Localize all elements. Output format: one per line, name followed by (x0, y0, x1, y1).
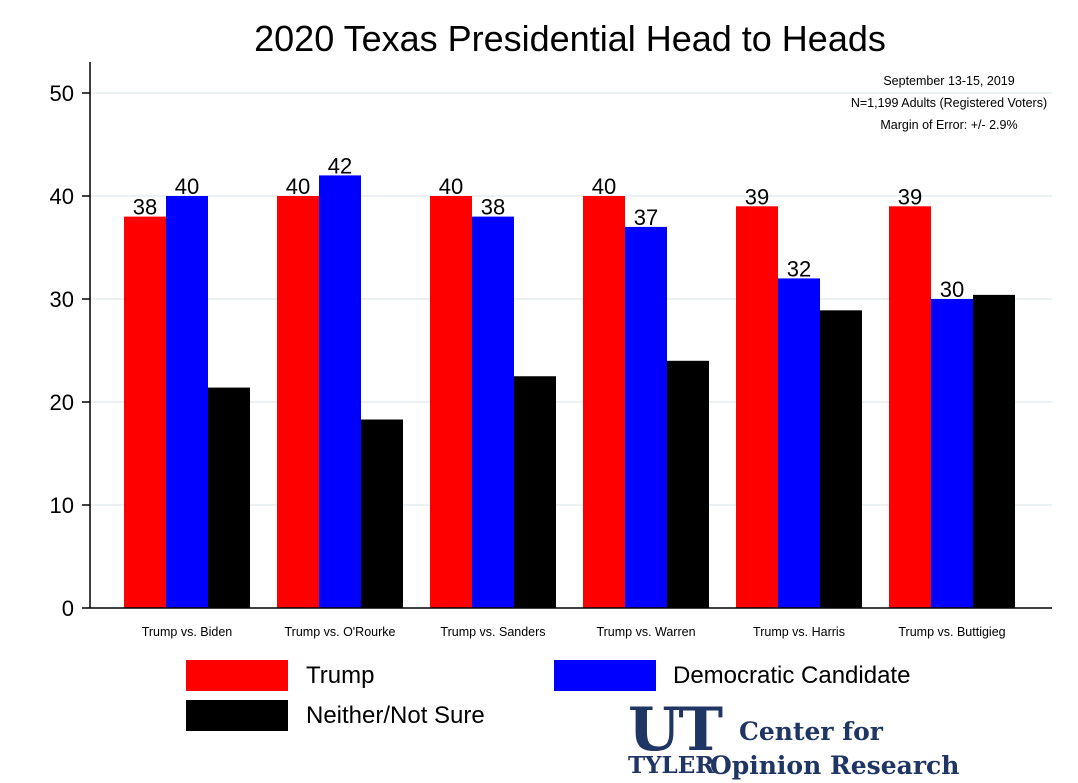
chart-title: 2020 Texas Presidential Head to Heads (254, 18, 886, 59)
bar-neither (514, 376, 556, 608)
legend-label-neither: Neither/Not Sure (306, 702, 485, 729)
bar-neither (667, 360, 709, 608)
bar-trump (889, 206, 931, 609)
bar-trump (736, 206, 778, 609)
legend-label-trump: Trump (306, 662, 375, 689)
bar-democratic (166, 196, 208, 608)
bar-neither (820, 310, 862, 608)
bar-democratic (778, 278, 820, 608)
y-tick-label: 20 (50, 390, 74, 415)
bars: 38 40 40 42 40 38 40 37 39 32 39 30 (124, 153, 1015, 609)
logo-opinion-research: Opinion Research (710, 751, 960, 780)
data-label: 32 (787, 256, 811, 281)
x-tick-label: Trump vs. Harris (753, 625, 845, 639)
data-label: 30 (940, 277, 964, 302)
bar-neither (361, 419, 403, 608)
bar-trump (277, 196, 319, 608)
legend-swatch-democratic (554, 660, 656, 691)
y-tick-label: 40 (50, 184, 74, 209)
bar-democratic (472, 216, 514, 608)
bar-democratic (625, 226, 667, 608)
legend-swatch-trump (186, 660, 288, 691)
data-label: 38 (481, 195, 505, 220)
data-label: 42 (328, 153, 352, 178)
data-label: 40 (592, 174, 616, 199)
survey-sample: N=1,199 Adults (Registered Voters) (850, 96, 1048, 110)
logo-tyler: TYLER (628, 752, 715, 779)
bar-trump (124, 216, 166, 608)
data-label: 40 (439, 174, 463, 199)
data-label: 37 (634, 205, 658, 230)
x-tick-label: Trump vs. Biden (142, 625, 233, 639)
data-label: 39 (898, 184, 922, 209)
legend-swatch-neither (186, 700, 288, 731)
x-tick-label: Trump vs. Warren (596, 625, 695, 639)
y-tick-label: 0 (62, 596, 74, 621)
data-label: 40 (175, 174, 199, 199)
x-tick-label: Trump vs. O'Rourke (285, 625, 396, 639)
y-tick-label: 50 (50, 81, 74, 106)
bar-neither (208, 387, 250, 608)
data-label: 38 (133, 195, 157, 220)
x-tick-label: Trump vs. Buttigieg (898, 625, 1005, 639)
data-label: 40 (286, 174, 310, 199)
bar-trump (583, 196, 625, 608)
x-tick-label: Trump vs. Sanders (440, 625, 545, 639)
bar-democratic (319, 175, 361, 608)
legend-label-democratic: Democratic Candidate (673, 662, 911, 689)
y-tick-label: 30 (50, 287, 74, 312)
logo-ut: UT (628, 695, 723, 765)
data-label: 39 (745, 184, 769, 209)
bar-neither (973, 294, 1015, 608)
axes: 0 10 20 30 40 50 Trump vs. Biden Trump vs. O'Ro… (50, 62, 1052, 639)
bar-trump (430, 196, 472, 608)
y-tick-label: 10 (50, 493, 74, 518)
bar-democratic (931, 299, 973, 608)
logo-center-for: Center for (739, 717, 883, 746)
survey-margin: Margin of Error: +/- 2.9% (880, 118, 1018, 132)
survey-date: September 13-15, 2019 (883, 74, 1015, 88)
